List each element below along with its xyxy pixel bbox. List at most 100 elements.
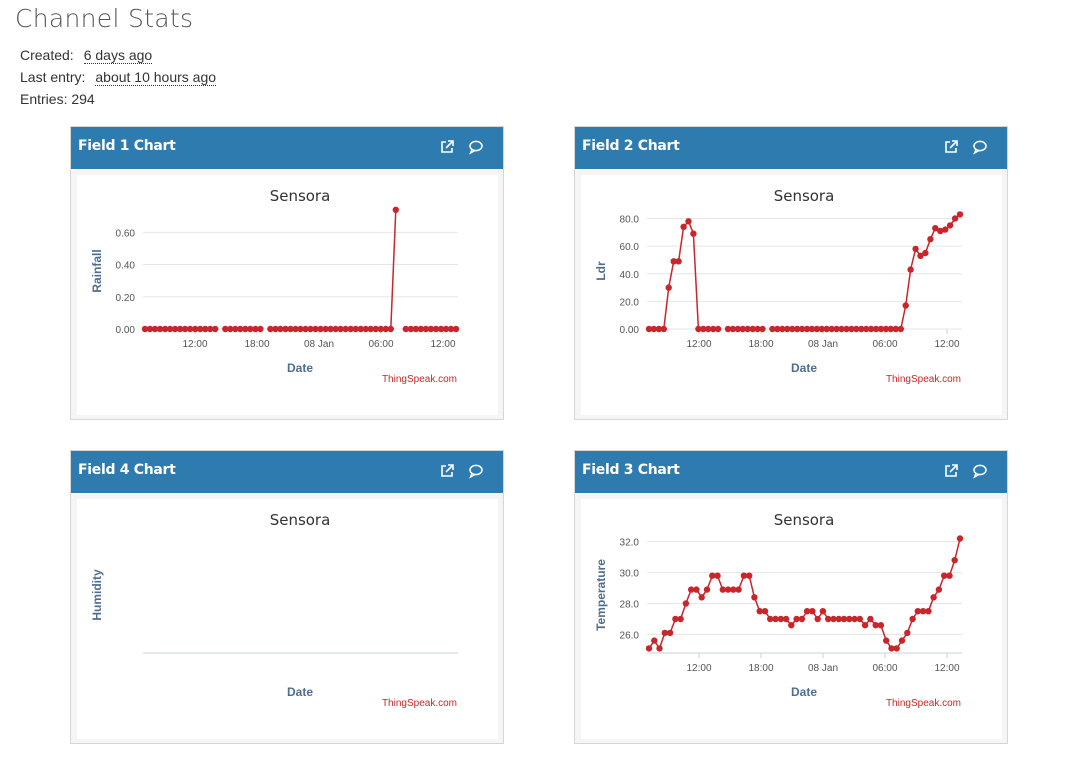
data-point bbox=[793, 325, 801, 333]
data-point bbox=[161, 325, 169, 333]
x-tick-label: 06:00 bbox=[872, 339, 897, 350]
data-point bbox=[417, 325, 425, 333]
data-point bbox=[853, 325, 860, 333]
x-tick-label: 12:00 bbox=[934, 339, 959, 350]
last-entry-value: about 10 hours ago bbox=[95, 69, 217, 86]
y-tick-label: 60.0 bbox=[620, 242, 640, 253]
data-point bbox=[665, 284, 672, 291]
data-point bbox=[744, 325, 751, 333]
data-point bbox=[751, 594, 758, 601]
data-point bbox=[247, 325, 254, 333]
data-point bbox=[392, 206, 399, 213]
x-axis-title: Date bbox=[791, 361, 817, 375]
x-tick-label: 18:00 bbox=[748, 663, 773, 674]
data-point bbox=[327, 325, 334, 333]
data-point bbox=[227, 325, 234, 333]
data-point bbox=[357, 325, 364, 333]
data-point bbox=[141, 325, 149, 333]
data-point bbox=[307, 325, 314, 333]
data-point bbox=[292, 325, 299, 333]
data-point bbox=[932, 225, 939, 232]
series-line bbox=[145, 209, 456, 330]
data-point bbox=[867, 325, 875, 333]
data-point bbox=[212, 325, 219, 333]
data-point bbox=[342, 325, 349, 333]
data-point bbox=[690, 230, 697, 237]
data-point bbox=[407, 325, 415, 333]
data-point bbox=[675, 258, 682, 265]
data-point bbox=[277, 325, 284, 333]
data-point bbox=[232, 325, 239, 333]
data-point bbox=[828, 325, 835, 333]
panel-title: Field 2 Chart bbox=[582, 138, 680, 154]
y-tick-label: 32.0 bbox=[620, 538, 640, 549]
external-link-icon[interactable] bbox=[439, 139, 455, 155]
data-point bbox=[257, 325, 264, 333]
data-point bbox=[867, 615, 874, 623]
comment-icon[interactable] bbox=[468, 463, 484, 479]
y-tick-label: 0.00 bbox=[620, 325, 640, 336]
x-tick-label: 12:00 bbox=[686, 663, 711, 674]
data-point bbox=[297, 325, 304, 333]
data-point bbox=[714, 325, 722, 333]
entries-row: Entries: 294 bbox=[20, 90, 216, 112]
last-entry-label: Last entry: bbox=[20, 69, 86, 85]
data-point bbox=[222, 325, 229, 333]
data-point bbox=[735, 586, 742, 593]
x-tick-label: 12:00 bbox=[182, 339, 207, 350]
channel-stats: Created: 6 days ago Last entry: about 10 h… bbox=[20, 46, 217, 112]
data-point bbox=[838, 325, 845, 333]
data-point bbox=[898, 637, 906, 644]
data-point bbox=[645, 325, 653, 333]
data-point bbox=[186, 325, 194, 333]
data-point bbox=[897, 325, 904, 333]
x-tick-label: 06:00 bbox=[872, 663, 897, 674]
data-point bbox=[956, 211, 964, 218]
data-point bbox=[798, 325, 806, 333]
x-tick-label: 18:00 bbox=[244, 339, 269, 350]
y-tick-label: 80.0 bbox=[620, 215, 640, 226]
external-link-icon[interactable] bbox=[943, 463, 959, 479]
y-axis-title: Temperature bbox=[594, 559, 608, 631]
x-tick-label: 08 Jan bbox=[304, 339, 334, 350]
comment-icon[interactable] bbox=[972, 463, 988, 479]
last-entry-row: Last entry: about 10 hours ago bbox=[20, 68, 217, 90]
data-point bbox=[749, 325, 756, 333]
panel-header: Field 2 Chart bbox=[575, 127, 1007, 169]
data-point bbox=[207, 325, 214, 333]
data-point bbox=[700, 325, 707, 333]
y-tick-label: 20.0 bbox=[620, 297, 640, 308]
data-point bbox=[437, 325, 445, 333]
data-point bbox=[774, 325, 781, 333]
data-point bbox=[823, 325, 830, 333]
data-point bbox=[685, 218, 692, 225]
data-point bbox=[754, 325, 761, 333]
field-1-chart-panel: Field 1 Chart Sensora Rainfall Date ThingSp… bbox=[70, 126, 504, 420]
data-point bbox=[176, 325, 184, 333]
data-point bbox=[851, 615, 858, 623]
data-point bbox=[863, 325, 870, 333]
panel-title: Field 4 Chart bbox=[78, 462, 176, 478]
data-point bbox=[769, 325, 776, 333]
field-1-chart: Sensora Rainfall Date ThingSpeak.com 0.00 0.2… bbox=[90, 187, 460, 385]
data-point bbox=[719, 586, 726, 593]
x-tick-label: 18:00 bbox=[748, 339, 773, 350]
data-point bbox=[856, 615, 863, 623]
external-link-icon[interactable] bbox=[439, 463, 455, 479]
comment-icon[interactable] bbox=[468, 139, 484, 155]
series-line bbox=[648, 538, 961, 651]
data-point bbox=[759, 325, 766, 333]
data-point bbox=[197, 325, 204, 333]
data-point bbox=[877, 622, 885, 629]
data-point bbox=[902, 302, 909, 309]
data-point bbox=[666, 629, 674, 637]
chart-title: Sensora bbox=[270, 511, 331, 529]
external-link-icon[interactable] bbox=[943, 139, 959, 155]
chart-area: Sensora Rainfall Date ThingSpeak.com 0.00 0.2… bbox=[77, 175, 498, 415]
data-point bbox=[724, 586, 732, 593]
data-point bbox=[287, 325, 294, 333]
data-point bbox=[909, 615, 916, 623]
comment-icon[interactable] bbox=[972, 139, 988, 155]
data-point bbox=[352, 325, 359, 333]
data-point bbox=[362, 325, 369, 333]
